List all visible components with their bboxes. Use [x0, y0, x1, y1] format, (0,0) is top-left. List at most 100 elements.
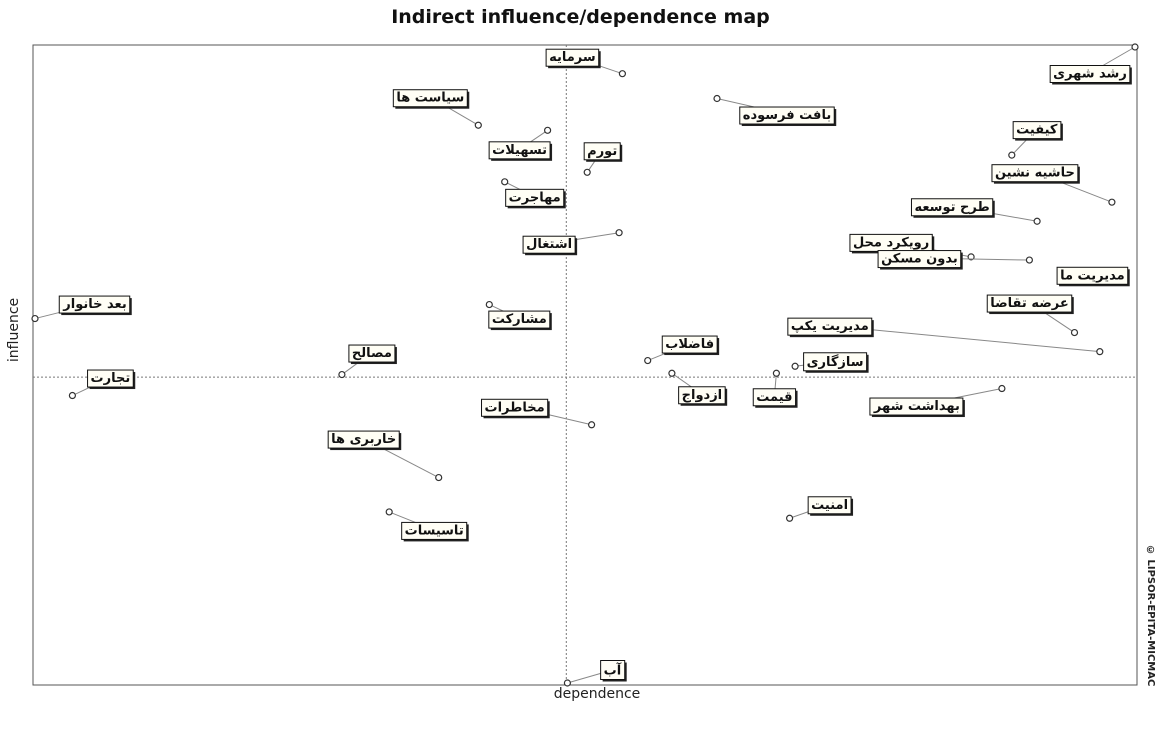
point-label: بافت فرسوده — [743, 108, 831, 123]
point-label-box — [522, 235, 576, 254]
point-label-box — [787, 317, 873, 336]
data-point: مهاجرت — [501, 178, 566, 209]
data-point: بهداشت شهر — [869, 384, 1006, 418]
point-label: رشد شهری — [1053, 67, 1127, 82]
point-label-box — [348, 344, 396, 363]
point-label-box — [991, 164, 1079, 183]
point-label: مخاطرات — [485, 400, 545, 415]
data-point: بدون مسکن — [877, 250, 1034, 270]
point-label-box — [488, 310, 551, 329]
data-point: حاشیه نشین — [991, 164, 1116, 206]
point-marker — [785, 514, 794, 522]
data-point: کیفیت — [1008, 121, 1063, 159]
point-label: رویکرد محل — [853, 235, 929, 250]
point-label: بدون مسکن — [881, 252, 958, 267]
data-point: امنیت — [785, 496, 854, 522]
point-label-box — [545, 48, 600, 67]
data-point: تاسیسات — [385, 508, 469, 542]
point-label-box — [807, 496, 852, 515]
data-point: مشارکت — [485, 300, 552, 331]
data-point: اشتغال — [522, 229, 623, 256]
point-label: آب — [604, 662, 622, 679]
point-label: قیمت — [756, 390, 792, 405]
point-marker — [501, 178, 509, 186]
point-marker — [485, 300, 493, 309]
point-label-box — [1012, 121, 1062, 140]
point-label: کیفیت — [1016, 123, 1058, 138]
data-point: رشد شهری — [1049, 43, 1139, 85]
point-label: مهاجرت — [509, 190, 561, 205]
scatter-plot: رشد شهری سرمایه بافت فرسوده سیاست ها تسهیلات… — [6, 43, 1139, 701]
point-label-box — [505, 188, 565, 207]
data-point: مدیریت یکپ — [787, 317, 1104, 356]
point-marker — [1033, 217, 1041, 225]
data-point: مخاطرات — [481, 398, 596, 429]
point-label: بعد خانوار — [62, 297, 126, 312]
point-label: عرضه تقاضا — [990, 296, 1069, 311]
point-label: خاربری ها — [331, 432, 396, 447]
x-axis-label: dependence — [554, 686, 641, 701]
point-label-box — [869, 397, 964, 416]
point-label: مدیریت یکپ — [791, 319, 869, 334]
point-marker — [435, 473, 443, 482]
point-label-box — [488, 141, 551, 160]
point-label: مدیریت ما — [1060, 268, 1125, 283]
data-point: بافت فرسوده — [713, 94, 837, 127]
point-marker — [1108, 198, 1116, 206]
point-label: بهداشت شهر — [873, 399, 960, 414]
y-axis-label: influence — [6, 298, 22, 362]
data-point: قیمت — [752, 369, 798, 408]
point-label-box — [58, 295, 131, 314]
point-label-box — [87, 369, 134, 388]
data-point: تجارت — [68, 369, 136, 400]
data-point: رویکرد محل — [849, 233, 975, 261]
point-marker — [543, 126, 552, 134]
point-label: سیاست ها — [396, 91, 464, 106]
point-label-box — [600, 660, 626, 680]
point-marker — [68, 391, 77, 400]
point-marker — [563, 679, 572, 687]
point-marker — [772, 369, 781, 377]
point-label: حاشیه نشین — [995, 166, 1075, 181]
data-point: مدیریت ما — [1056, 266, 1130, 287]
plot-frame — [32, 44, 1138, 686]
point-marker — [967, 253, 975, 261]
data-point: آب — [563, 660, 627, 687]
copyright-note: © LIPSOR-EPITA-MICMAC — [1145, 545, 1156, 687]
point-marker — [668, 369, 676, 377]
point-label: تجارت — [91, 371, 131, 386]
point-label: سازگاری — [807, 354, 864, 370]
point-label-box — [986, 294, 1073, 313]
data-point: ازدواج — [668, 369, 728, 406]
point-marker — [587, 421, 596, 429]
data-point: تسهیلات — [488, 126, 553, 161]
data-point: خاربری ها — [327, 430, 443, 482]
point-marker — [583, 168, 591, 176]
point-label: سرمایه — [549, 50, 596, 65]
chart-marks: رشد شهری سرمایه بافت فرسوده سیاست ها تسهیلات… — [31, 43, 1139, 687]
data-point: فاضلاب — [644, 335, 720, 365]
point-marker — [1131, 43, 1139, 51]
point-marker — [791, 362, 799, 370]
point-label-box — [678, 386, 726, 405]
point-marker — [31, 314, 39, 323]
point-label-box — [481, 398, 549, 417]
data-point: بعد خانوار — [31, 295, 132, 323]
point-label-box — [401, 521, 468, 540]
point-marker — [338, 370, 346, 379]
point-label-box — [803, 352, 868, 372]
point-label: فاضلاب — [665, 337, 714, 352]
point-marker — [644, 356, 652, 365]
point-label-box — [910, 198, 994, 217]
point-label: اشتغال — [526, 237, 572, 252]
point-label-box — [877, 250, 962, 269]
point-marker — [998, 384, 1006, 393]
data-point: تورم — [583, 142, 623, 176]
point-marker — [618, 70, 627, 78]
point-marker — [1070, 328, 1079, 337]
point-label-box — [1049, 65, 1131, 83]
point-label: امنیت — [811, 498, 848, 513]
point-marker — [1008, 151, 1016, 159]
point-marker — [1025, 256, 1034, 264]
data-point: مصالح — [338, 344, 397, 379]
